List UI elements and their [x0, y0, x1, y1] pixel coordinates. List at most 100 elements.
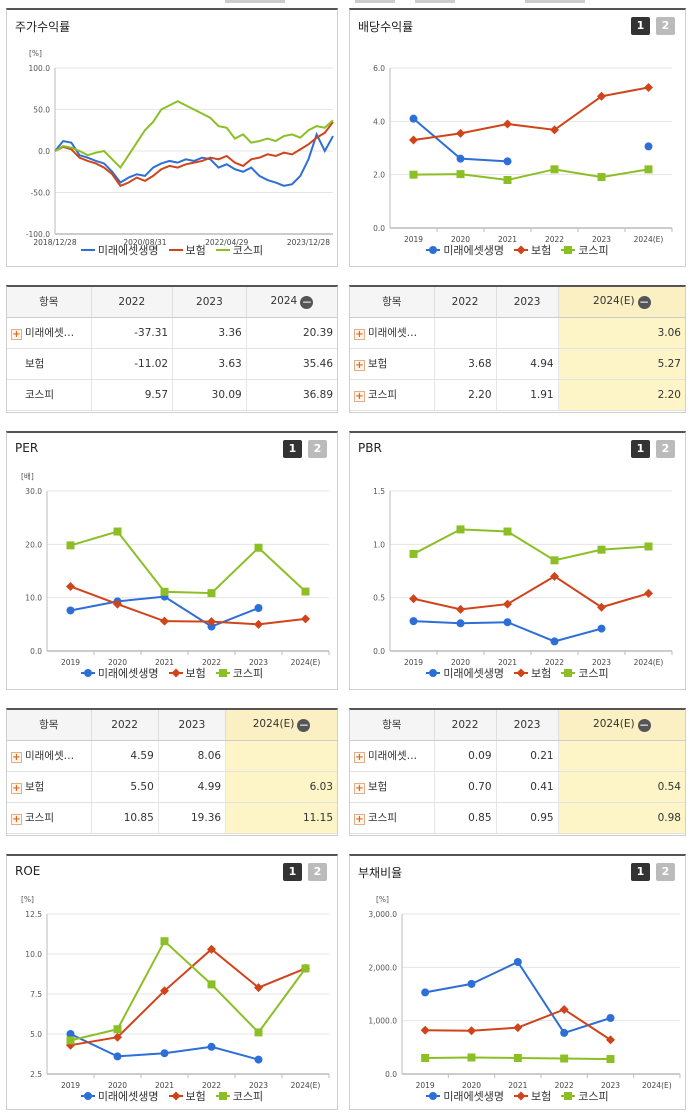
- table-cell: 0.09: [434, 740, 497, 772]
- data-point: [207, 622, 216, 631]
- page-1-button[interactable]: 1: [283, 863, 302, 881]
- row-label[interactable]: + 보험: [350, 348, 435, 380]
- table-cell: 10.85: [91, 802, 159, 834]
- column-header: 2024(E) −: [225, 710, 337, 741]
- table-row: 보험 -11.02 3.63 35.46: [7, 348, 337, 380]
- table-cell: 0.98: [558, 802, 685, 834]
- row-label[interactable]: + 보험: [7, 771, 92, 803]
- expand-plus-icon[interactable]: +: [354, 391, 365, 402]
- data-point: [113, 599, 122, 609]
- x-tick-label: 2022: [202, 658, 221, 667]
- table-cell: 36.89: [246, 379, 337, 411]
- data-point: [560, 1054, 569, 1063]
- legend-item: 미래에셋생명: [426, 665, 504, 681]
- panel-title: 주가수익률: [15, 20, 71, 34]
- column-header: 2022: [434, 287, 497, 318]
- x-tick-label: 2021: [498, 235, 517, 244]
- row-label[interactable]: + 미래에셋…: [350, 317, 435, 349]
- series-line: [413, 575, 649, 611]
- legend-label: 미래에셋생명: [443, 244, 505, 257]
- x-tick-label: 2024(E): [291, 1081, 321, 1090]
- data-point: [113, 1052, 122, 1061]
- legend-item: 보험: [168, 1088, 206, 1104]
- series-line: [70, 947, 306, 1047]
- data-point: [456, 170, 465, 179]
- expand-plus-icon[interactable]: +: [11, 814, 22, 825]
- collapse-icon[interactable]: −: [300, 294, 314, 309]
- table-cell: 1.91: [496, 379, 559, 411]
- legend-item: 코스피: [215, 1088, 263, 1104]
- x-tick-label: 2023: [249, 1081, 268, 1090]
- collapse-icon[interactable]: −: [297, 717, 311, 732]
- data-point: [207, 980, 216, 989]
- column-header: 2022: [91, 287, 174, 318]
- expand-plus-icon[interactable]: +: [11, 752, 22, 763]
- data-point: [66, 1040, 75, 1050]
- row-label[interactable]: + 미래에셋…: [7, 317, 92, 349]
- chart-legend: 미래에셋생명 보험 코스피: [350, 242, 685, 258]
- page-1-button[interactable]: 1: [631, 440, 650, 458]
- row-label[interactable]: + 미래에셋…: [350, 740, 435, 772]
- legend-item: 보험: [514, 1088, 551, 1104]
- data-point: [66, 606, 75, 615]
- legend-label: 미래에셋생명: [97, 244, 159, 257]
- legend-label: 보험: [531, 1090, 552, 1103]
- expand-plus-icon[interactable]: +: [354, 329, 365, 340]
- page-2-button[interactable]: 2: [656, 17, 675, 35]
- y-tick-label: 0.5: [373, 594, 385, 603]
- series-1: [66, 592, 263, 631]
- legend-swatch: [514, 668, 529, 678]
- legend-marker: [564, 669, 573, 677]
- dividend-table-panel: 항목 2022 2023 2024(E) − + 미래에셋… 3.06 + 보험 3.68 4.94 5…: [349, 285, 686, 413]
- legend-swatch: [561, 246, 576, 254]
- table-cell: 9.57: [91, 379, 174, 411]
- page-2-button[interactable]: 2: [656, 440, 675, 458]
- expand-plus-icon[interactable]: +: [354, 752, 365, 763]
- data-point: [66, 581, 75, 591]
- expand-plus-icon[interactable]: +: [354, 360, 365, 371]
- expand-plus-icon[interactable]: +: [11, 329, 22, 340]
- y-tick-label: 0.0: [373, 647, 385, 656]
- page-2-button[interactable]: 2: [308, 440, 327, 458]
- y-tick-label: 3,000.0: [368, 910, 397, 919]
- data-point: [421, 1054, 430, 1062]
- chart-legend: 미래에셋생명 보험 코스피: [7, 1088, 337, 1104]
- page-2-button[interactable]: 2: [656, 863, 675, 881]
- page-1-button[interactable]: 1: [283, 440, 302, 458]
- column-header: 2022: [434, 710, 497, 741]
- data-point: [160, 937, 169, 946]
- x-tick-label: 2018/12/28: [33, 238, 76, 247]
- row-label[interactable]: + 코스피: [350, 379, 435, 411]
- page-1-button[interactable]: 1: [631, 863, 650, 881]
- page-2-button[interactable]: 2: [308, 863, 327, 881]
- data-point: [207, 944, 216, 954]
- legend-item: 미래에셋생명: [80, 1088, 159, 1104]
- data-point: [597, 91, 606, 101]
- top-tab-strip: [225, 0, 585, 3]
- chart-legend: 미래에셋생명 보험 코스피: [7, 242, 337, 258]
- table-row: + 보험 5.50 4.99 6.03: [7, 771, 337, 803]
- data-point: [456, 128, 465, 138]
- expand-plus-icon[interactable]: +: [11, 783, 22, 794]
- x-tick-label: 2021: [498, 658, 517, 667]
- row-label[interactable]: + 코스피: [350, 802, 435, 834]
- collapse-icon[interactable]: −: [637, 294, 651, 309]
- data-point: [644, 542, 653, 551]
- expand-plus-icon[interactable]: +: [354, 783, 365, 794]
- table-cell: 5.27: [558, 348, 685, 380]
- legend-label: 코스피: [578, 667, 609, 680]
- row-label[interactable]: + 보험: [350, 771, 435, 803]
- row-label[interactable]: + 코스피: [7, 802, 92, 834]
- unit-label: [%]: [29, 49, 42, 58]
- series-3: [421, 1053, 615, 1064]
- collapse-icon[interactable]: −: [637, 717, 651, 732]
- row-label[interactable]: + 미래에셋…: [7, 740, 92, 772]
- expand-plus-icon[interactable]: +: [354, 814, 365, 825]
- series-line-2: [54, 121, 334, 188]
- page-1-button[interactable]: 1: [631, 17, 650, 35]
- y-tick-label: -100.0: [26, 230, 50, 239]
- stock-return-table-panel: 항목 2022 2023 2024− + 미래에셋… -37.31 3.36 20.39 보험 -1…: [6, 285, 338, 413]
- data-point: [409, 549, 418, 558]
- table-row: + 보험 0.70 0.41 0.54: [350, 771, 685, 803]
- table-cell: 11.15: [225, 802, 337, 834]
